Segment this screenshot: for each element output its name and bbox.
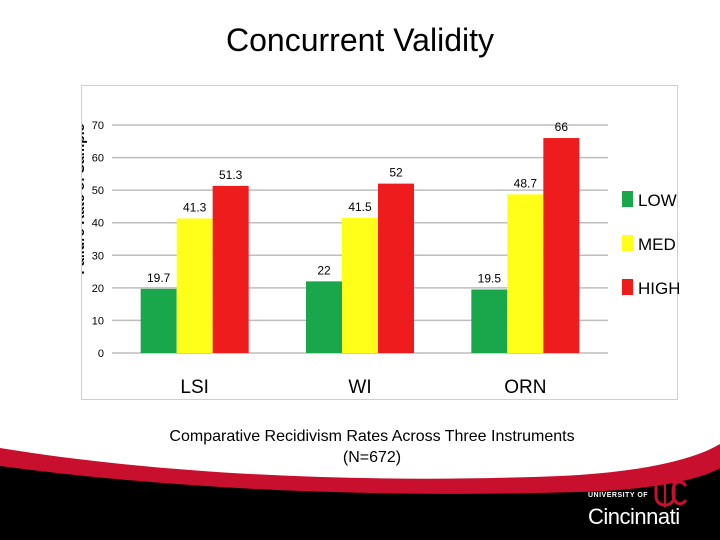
data-label: 48.7 <box>514 176 538 190</box>
data-label: 19.5 <box>478 271 502 285</box>
data-label: 66 <box>555 120 569 134</box>
data-label: 52 <box>389 166 403 180</box>
slide-title: Concurrent Validity <box>226 22 494 58</box>
data-label: 22 <box>317 263 331 277</box>
y-tick-label: 40 <box>92 218 104 230</box>
bar-chart: 0 10 20 30 40 50 60 70 Failure Rate of Sample 19.… <box>82 120 679 398</box>
footer-swoosh <box>0 444 720 540</box>
caption-line-1: Comparative Recidivism Rates Across Thre… <box>169 428 575 445</box>
logo-university-of: UNIVERSITY OF <box>588 492 649 499</box>
uc-mark-icon <box>654 479 688 507</box>
data-label: 41.3 <box>183 200 207 214</box>
chart-panel: 0 10 20 30 40 50 60 70 Failure Rate of Sample 19.… <box>81 85 679 400</box>
legend-label: MED <box>638 235 676 254</box>
y-tick-label: 70 <box>92 120 104 132</box>
y-tick-label: 20 <box>92 283 104 295</box>
y-tick-label: 0 <box>98 348 104 360</box>
data-label: 41.5 <box>348 200 372 214</box>
bar-med <box>507 194 544 353</box>
chart-caption: Comparative Recidivism Rates Across Thre… <box>0 426 720 468</box>
legend-label: HIGH <box>638 279 679 298</box>
x-category-label: ORN <box>504 377 546 398</box>
bar-low <box>306 281 342 353</box>
bar-high <box>378 183 414 353</box>
university-logo: UNIVERSITY OF Cincinnati <box>588 478 708 532</box>
data-label: 19.7 <box>147 271 171 285</box>
y-axis-label: Failure Rate of Sample <box>82 123 87 274</box>
data-label: 51.3 <box>219 168 243 182</box>
y-tick-label: 10 <box>92 315 104 327</box>
y-tick-label: 30 <box>92 250 104 262</box>
bar-low <box>140 288 177 353</box>
bar-high <box>212 185 249 353</box>
bar-med <box>342 217 378 353</box>
y-tick-label: 50 <box>92 185 104 197</box>
y-tick-label: 60 <box>92 153 104 165</box>
bar-med <box>176 218 213 353</box>
legend-swatch-high <box>622 279 633 295</box>
logo-cincinnati: Cincinnati <box>588 504 680 529</box>
x-category-label: LSI <box>180 377 209 398</box>
x-category-label: WI <box>348 377 371 398</box>
bar-high <box>543 138 580 353</box>
bar-low <box>471 289 508 353</box>
legend-swatch-low <box>622 191 633 207</box>
legend-swatch-med <box>622 235 633 251</box>
caption-line-2: (N=672) <box>342 449 402 466</box>
legend-label: LOW <box>638 191 677 210</box>
